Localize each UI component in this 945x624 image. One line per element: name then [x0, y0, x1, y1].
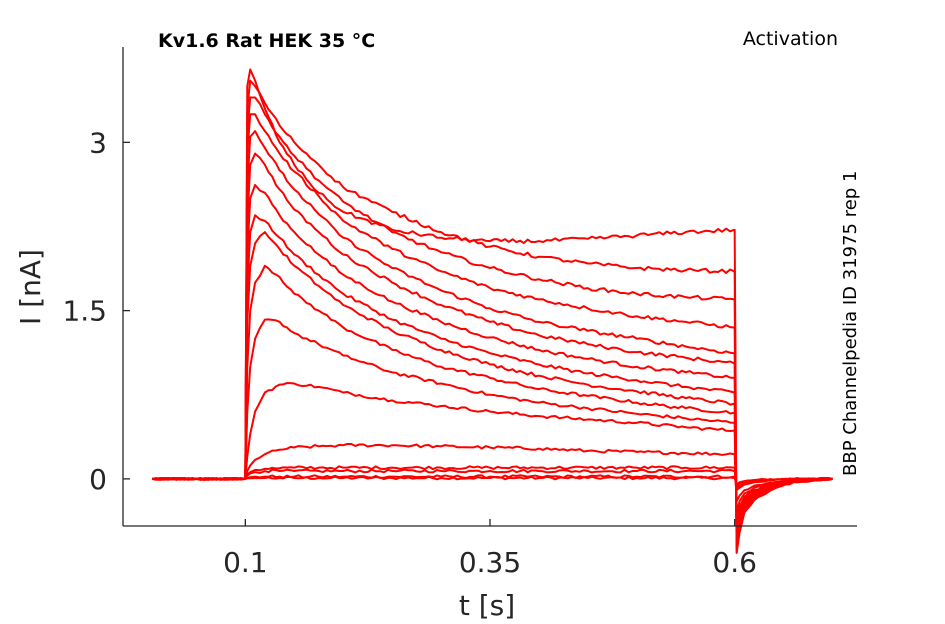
current-trace	[152, 214, 833, 531]
current-trace	[152, 468, 833, 489]
y-axis-label: I [nA]	[14, 249, 47, 325]
current-trace	[152, 79, 833, 550]
y-tick-label: 1.5	[62, 295, 107, 328]
current-trace	[152, 474, 833, 487]
current-trace	[152, 113, 833, 543]
trace-group	[152, 68, 833, 554]
current-trace	[152, 130, 833, 540]
current-trace	[152, 318, 833, 520]
y-tick-group: 01.53	[62, 126, 130, 496]
current-trace	[152, 183, 833, 534]
current-trace	[152, 465, 833, 492]
source-id-label: BBP Channelpedia ID 31975 rep 1	[840, 171, 861, 476]
x-tick-group: 0.1 0.35 0.6	[223, 519, 757, 579]
current-trace	[152, 442, 833, 503]
x-tick-label: 0.1	[223, 546, 268, 579]
current-trace	[152, 152, 833, 536]
figure-title: Kv1.6 Rat HEK 35 °C	[158, 30, 375, 52]
y-tick-label: 0	[89, 463, 107, 496]
x-axis-label: t [s]	[459, 589, 515, 622]
current-trace	[152, 231, 833, 527]
x-tick-label: 0.35	[459, 546, 521, 579]
current-trace	[152, 68, 833, 554]
current-trace	[152, 382, 833, 514]
protocol-label: Activation	[743, 28, 838, 50]
current-trace	[152, 96, 833, 545]
y-tick-label: 3	[89, 126, 107, 159]
x-tick-label: 0.6	[712, 546, 757, 579]
current-trace	[152, 264, 833, 525]
